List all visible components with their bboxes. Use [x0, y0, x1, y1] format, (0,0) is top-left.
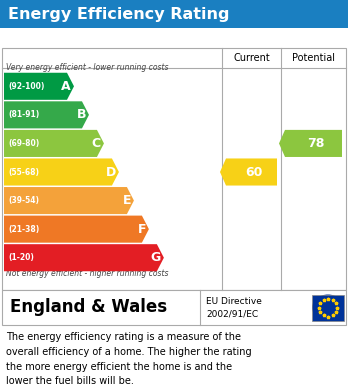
Polygon shape	[4, 101, 89, 128]
Bar	[2, 290, 346, 325]
Polygon shape	[4, 73, 74, 100]
Text: (69-80): (69-80)	[8, 139, 39, 148]
Polygon shape	[220, 158, 277, 186]
Text: Current: Current	[233, 53, 270, 63]
Text: G: G	[151, 251, 161, 264]
Text: Not energy efficient - higher running costs: Not energy efficient - higher running co…	[6, 269, 168, 278]
Polygon shape	[4, 158, 119, 186]
Text: Very energy efficient - lower running costs: Very energy efficient - lower running co…	[6, 63, 168, 72]
Text: (81-91): (81-91)	[8, 110, 39, 119]
Text: Potential: Potential	[292, 53, 335, 63]
Polygon shape	[4, 215, 149, 243]
Text: D: D	[106, 165, 116, 179]
Bar	[312, 294, 344, 321]
Text: Energy Efficiency Rating: Energy Efficiency Rating	[8, 7, 229, 22]
Text: E: E	[122, 194, 131, 207]
Polygon shape	[4, 187, 134, 214]
Text: (92-100): (92-100)	[8, 82, 45, 91]
Text: F: F	[137, 222, 146, 236]
Text: The energy efficiency rating is a measure of the
overall efficiency of a home. T: The energy efficiency rating is a measur…	[6, 332, 252, 386]
Text: B: B	[77, 108, 86, 121]
Polygon shape	[4, 244, 164, 271]
Text: (1-20): (1-20)	[8, 253, 34, 262]
Text: EU Directive
2002/91/EC: EU Directive 2002/91/EC	[206, 297, 262, 318]
Text: 78: 78	[307, 137, 324, 150]
Text: (39-54): (39-54)	[8, 196, 39, 205]
Bar	[0, 0, 348, 28]
Bar	[2, 48, 346, 290]
Polygon shape	[279, 130, 342, 157]
Text: (55-68): (55-68)	[8, 167, 39, 176]
Text: C: C	[92, 137, 101, 150]
Text: A: A	[61, 80, 71, 93]
Text: 60: 60	[245, 165, 262, 179]
Polygon shape	[4, 130, 104, 157]
Text: (21-38): (21-38)	[8, 225, 39, 234]
Ellipse shape	[312, 294, 344, 321]
Text: England & Wales: England & Wales	[10, 298, 167, 316]
